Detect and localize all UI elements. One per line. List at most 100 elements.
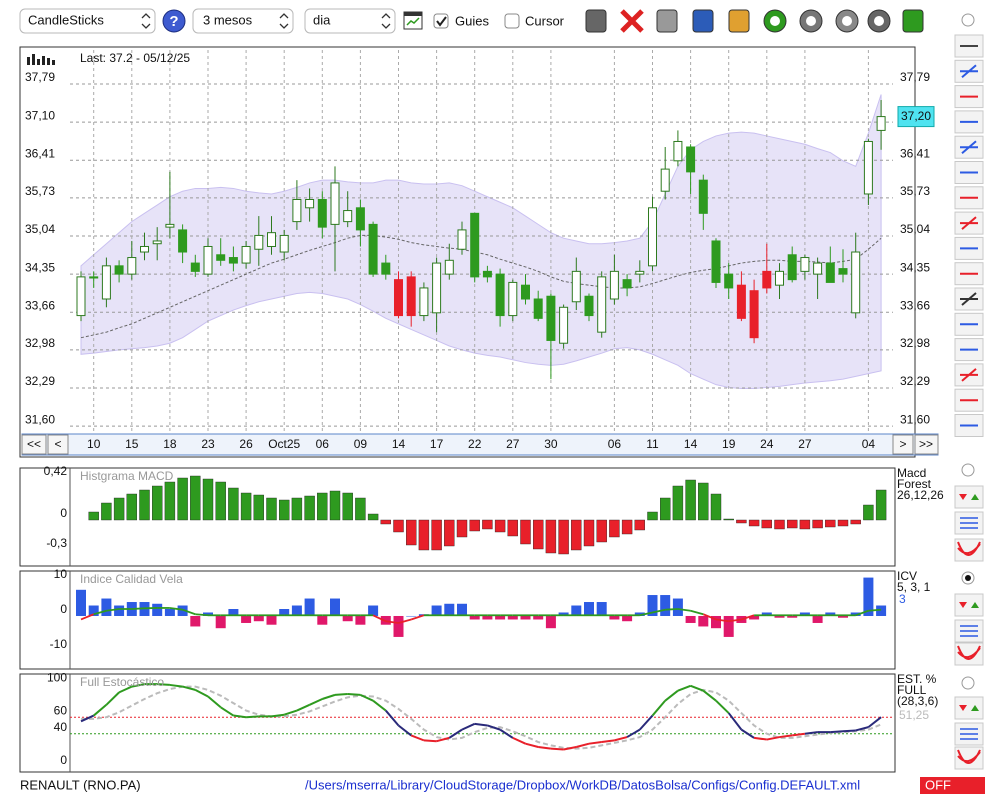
signal-line: [868, 608, 882, 612]
chart-type-select[interactable]: [19, 8, 156, 34]
interval-select[interactable]: [304, 8, 396, 34]
candle-body: [432, 262, 442, 314]
signal-line: [677, 608, 691, 612]
nav-next-button[interactable]: [892, 434, 914, 455]
x-tick-label: 26: [239, 437, 253, 451]
side-button[interactable]: [954, 642, 984, 666]
side-button[interactable]: [954, 538, 984, 562]
y-tick-label-right: 36,41: [900, 146, 930, 160]
side-button-icon: [960, 728, 978, 740]
signal-line: [385, 620, 399, 624]
icv-bar: [253, 615, 264, 622]
guides-checkbox[interactable]: [433, 13, 449, 29]
side-button[interactable]: [954, 696, 984, 720]
x-tick-label: 10: [87, 437, 101, 451]
panel-radio[interactable]: [961, 676, 975, 690]
side-button[interactable]: [954, 593, 984, 617]
histogram-bar: [748, 519, 760, 527]
k-line: [855, 726, 869, 732]
candle-body: [190, 262, 200, 272]
histogram-bar: [215, 481, 226, 521]
period-select[interactable]: [192, 8, 294, 34]
icv-bar: [355, 615, 366, 625]
histogram-bar: [101, 502, 112, 521]
panel-legend: ICV: [897, 569, 917, 583]
histogram-bar: [774, 519, 785, 530]
histogram-bar: [609, 519, 620, 538]
realtime-button[interactable]: [920, 777, 985, 794]
k-line: [690, 684, 704, 692]
k-line: [715, 699, 730, 714]
k-line: [614, 736, 628, 742]
icv-bar: [304, 598, 315, 616]
icv-bar: [279, 609, 290, 616]
candle-body: [216, 254, 226, 261]
y-tick-label-right: 37,79: [900, 70, 930, 84]
x-tick-label: Oct25: [268, 437, 300, 451]
histogram-bar: [672, 485, 684, 521]
histogram-bar: [113, 497, 125, 521]
last-value-label: 51,25: [899, 708, 929, 722]
toolbar-icon-inner: [806, 16, 816, 26]
y-tick-label-right: 32,29: [900, 374, 930, 388]
toolbar-icon: [656, 9, 678, 33]
signal-line: [639, 611, 653, 617]
candle-body: [495, 273, 505, 317]
icv-bar: [723, 615, 734, 637]
k-line: [588, 741, 602, 745]
side-button[interactable]: [954, 746, 984, 770]
candle-body: [101, 265, 111, 300]
nav-prev-button[interactable]: [47, 434, 69, 455]
cursor-checkbox[interactable]: [504, 13, 520, 29]
toolbar-icons: [585, 9, 924, 33]
icv-bar: [482, 615, 493, 620]
side-button-icon: [971, 602, 979, 608]
histogram-bar: [406, 519, 417, 546]
config-path[interactable]: /Users/mserra/Library/CloudStorage/Dropb…: [305, 777, 860, 792]
x-tick-label: 06: [608, 437, 622, 451]
signal-line: [715, 618, 729, 623]
icv-bar: [533, 615, 544, 620]
candle-body: [660, 168, 670, 192]
candle-body: [355, 207, 365, 231]
nav-first-button[interactable]: [21, 434, 47, 455]
icv-bar: [406, 615, 417, 617]
y-tick-label: 35,73: [25, 184, 55, 198]
icv-bar: [672, 598, 683, 616]
k-line: [131, 683, 145, 688]
histogram-bar: [875, 489, 887, 521]
panel-radio[interactable]: [961, 463, 975, 477]
candle-body: [343, 210, 353, 223]
help-button[interactable]: [162, 9, 186, 33]
y-tick-label: 37,10: [25, 108, 55, 122]
histogram-bar: [533, 519, 544, 550]
candle-body: [863, 140, 873, 195]
candle-body: [533, 298, 543, 319]
x-tick-label: 09: [354, 437, 368, 451]
panel-radio[interactable]: [961, 13, 975, 27]
candle-body: [571, 270, 581, 303]
x-tick-label: 18: [163, 437, 177, 451]
histogram-bar: [799, 519, 811, 530]
icv-bar: [647, 595, 658, 616]
y-tick-label: 0: [60, 506, 67, 520]
icv-bar: [431, 605, 442, 616]
side-button[interactable]: [954, 485, 984, 509]
k-line: [753, 736, 767, 741]
y-tick-label: 0: [60, 753, 67, 767]
signal-line: [131, 607, 145, 610]
side-button-icon: [960, 292, 978, 306]
icv-bar: [101, 598, 112, 616]
histogram-bar: [190, 475, 201, 521]
icv-bar: [596, 602, 607, 616]
nav-last-button[interactable]: [914, 434, 939, 455]
icv-bar: [838, 615, 848, 618]
candle-body: [406, 276, 416, 317]
x-tick-label: 22: [468, 437, 482, 451]
side-button-icon: [971, 494, 979, 500]
chart-type: CandleSticks: [28, 12, 104, 27]
k-line: [461, 722, 476, 731]
candle-body: [127, 257, 137, 275]
candle-body: [800, 257, 810, 272]
nav-last: >>: [919, 437, 933, 451]
